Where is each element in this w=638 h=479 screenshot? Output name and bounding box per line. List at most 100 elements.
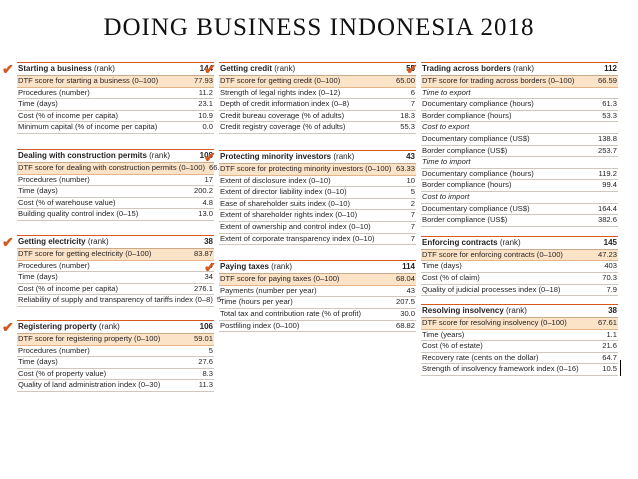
indicator-row: Extent of disclosure index (0–10) 10 [219,176,416,188]
indicator-label: Time (days) [18,357,58,367]
section-title: Paying taxes [220,262,269,272]
indicator-row: Credit bureau coverage (% of adults) 18.3 [219,111,416,123]
rank-label: (rank) [333,151,355,161]
indicator-label: Total tax and contribution rate (% of pr… [220,308,361,318]
indicator-row: Minimum capital (% of income per capita)… [17,122,214,134]
indicator-value: 23.1 [198,99,213,109]
section-header: Resolving insolvency (rank) 38 [421,304,618,319]
indicator-label: DTF score for enforcing contracts (0–100… [422,249,563,259]
indicator-value: 403 [604,261,617,271]
indicator-value: 164.4 [597,203,617,213]
indicator-row: Time (days) 200.2 [17,186,214,198]
section-title: Getting credit [220,64,273,73]
indicator-label: Time (days) [422,261,462,271]
indicator-value: 66.08 [205,163,228,174]
text-cursor-mark [620,360,621,377]
indicator-value: 276.1 [193,283,213,293]
indicator-label: Cost (% of income per capita) [18,283,119,293]
section-header: Registering property (rank) 106 [17,319,214,334]
indicator-value: 2 [410,198,415,208]
indicator-label: DTF score for getting electricity (0–100… [18,248,152,258]
checkmark-icon: ✔ [204,61,216,77]
indicator-value: 10.9 [198,110,213,120]
indicator-label: Strength of insolvency framework index (… [422,364,579,374]
indicator-value: 6 [410,87,415,97]
indicator-row: Documentary compliance (hours) 61.3 [421,99,618,111]
dtf-score-row: DTF score for starting a business (0–100… [17,76,214,88]
indicator-label: Recovery rate (cents on the dollar) [422,352,539,362]
indicator-value: 10 [406,175,415,185]
rank-label: (rank) [149,150,171,160]
indicator-value: 200.2 [193,186,213,196]
section-header: Enforcing contracts (rank) 145 [421,235,618,250]
subheading-row: Time to export [421,88,618,100]
indicator-row: Quality of judicial processes index (0–1… [421,285,618,297]
checkmark-icon: ✔ [2,61,14,77]
section-title: Enforcing contracts [422,237,498,247]
rank-value: 55 [406,64,415,73]
indicator-label: Time (hours per year) [220,297,293,307]
rank-value: 112 [604,64,617,73]
indicator-value: 11.2 [198,87,213,97]
indicator-label: Documentary compliance (US$) [422,203,530,213]
rank-label: (rank) [506,306,527,316]
indicator-row: Ease of shareholder suits index (0–10) 2 [219,199,416,211]
indicator-label: Procedures (number) [18,87,90,97]
indicator-value: 67.61 [597,318,617,328]
indicator-row: Time (days) 27.6 [17,357,214,369]
indicator-row: Extent of shareholder rights index (0–10… [219,210,416,222]
indicator-value: 5 [410,187,415,197]
indicator-row: Border compliance (hours) 53.3 [421,111,618,123]
indicator-label: DTF score for dealing with construction … [18,162,205,172]
indicator-value: 0.0 [202,122,213,132]
checkmark-icon: ✔ [2,233,14,250]
rank-label: (rank) [513,64,535,73]
indicator-value: 63.33 [395,163,415,173]
indicator-value: 83.87 [193,248,213,258]
rank-label: (rank) [94,64,115,73]
indicator-value: 7.9 [606,284,617,294]
dtf-score-row: DTF score for dealing with construction … [17,162,228,175]
indicator-section: ✔ Registering property (rank) 106 DTF score… [2,319,214,392]
checkmark-icon: ✔ [406,61,418,77]
indicator-row: Extent of ownership and control index (0… [219,222,416,234]
section-header: Trading across borders (rank) 112 [421,62,618,76]
indicator-row: Cost (% of income per capita) 276.1 [17,284,214,296]
dtf-score-row: DTF score for registering property (0–10… [17,333,214,346]
rank-value: 108 [199,150,213,160]
indicator-row: Recovery rate (cents on the dollar) 64.7 [421,353,618,365]
indicator-row: Time (days) 34 [17,272,214,284]
indicator-label: Time (years) [422,329,465,339]
indicator-section: Enforcing contracts (rank) 145 DTF score f… [421,235,618,297]
column-2: ✔ Getting credit (rank) 55 DTF score for ge… [204,62,416,333]
section-header: Protecting minority investors (rank) 43 [219,149,416,164]
indicator-value: 4 [208,260,213,270]
indicator-row: Extent of corporate transparency index (… [219,234,416,246]
indicator-row: Procedures (number) 5 [17,346,214,358]
indicator-label: Payments (number per year) [220,285,317,295]
section-title: Registering property [18,321,97,331]
indicator-value: 47.23 [597,249,617,259]
indicator-label: DTF score for registering property (0–10… [18,333,161,343]
indicator-value: 1.1 [606,329,617,339]
indicator-label: Cost (% of property value) [18,368,107,378]
dtf-score-row: DTF score for paying taxes (0–100) 68.04 [219,274,416,286]
section-title: Trading across borders [422,64,511,73]
indicator-label: Building quality control index (0–15) [18,209,139,219]
indicator-label: Border compliance (hours) [422,180,512,190]
dtf-score-row: DTF score for getting credit (0–100) 65.0… [219,76,416,88]
dtf-score-row: DTF score for protecting minority invest… [219,163,416,176]
indicator-value: 59.01 [193,333,213,343]
indicator-value: 34 [204,272,213,282]
indicator-row: Procedures (number) 4 [17,261,214,273]
indicator-value: 68.04 [395,274,415,284]
indicator-value: 207.5 [395,297,415,307]
indicator-row: Procedures (number) 17 [17,175,214,187]
indicator-section: ✔ Paying taxes (rank) 114 DTF score for pay… [204,260,416,333]
rank-label: (rank) [499,237,521,247]
indicator-value: 21.6 [602,341,617,351]
rank-value: 106 [199,321,213,331]
indicator-value: 11.3 [198,380,213,390]
subheading-row: Time to import [421,157,618,169]
column-1: ✔ Starting a business (rank) 144 DTF score … [2,62,228,392]
